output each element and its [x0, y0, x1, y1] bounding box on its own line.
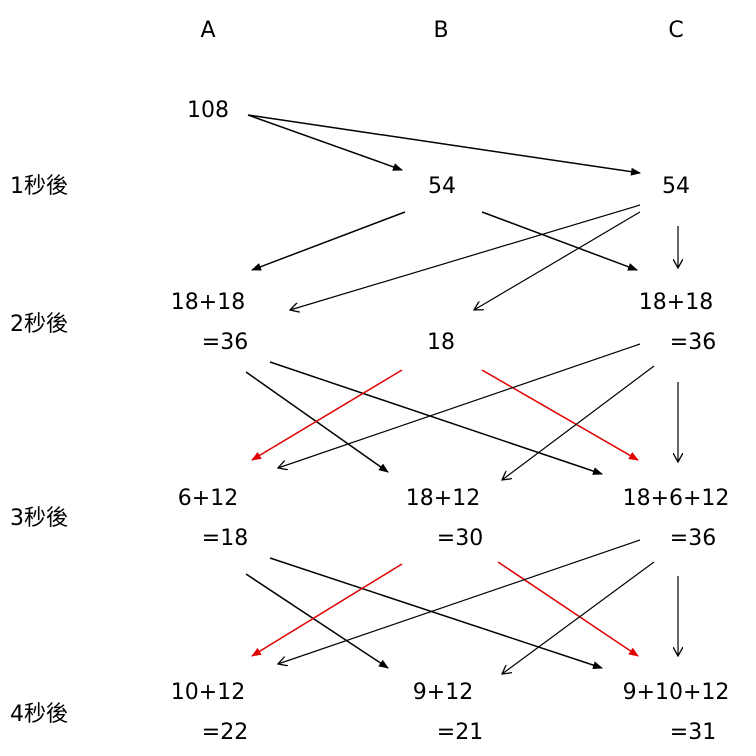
- arrow-b2-to-a3-red: [251, 369, 403, 461]
- arrow-c1-to-b2: [474, 211, 641, 310]
- node-start: 108: [187, 98, 229, 123]
- node-t3-c-result: =36: [669, 526, 717, 551]
- node-t3-c-expr: 18+6+12: [622, 486, 730, 511]
- row-label-3: 3秒後: [10, 506, 68, 531]
- node-t3-a-expr: 6+12: [177, 486, 239, 511]
- node-t2-c-result: =36: [669, 330, 717, 355]
- node-t4-c-result: =31: [669, 720, 717, 745]
- node-t1-b: 54: [428, 174, 456, 199]
- row-label-2: 2秒後: [10, 312, 68, 337]
- node-t2-a-expr: 18+18: [170, 290, 246, 315]
- node-t2-c-expr: 18+18: [638, 290, 714, 315]
- node-t4-b-result: =21: [436, 720, 484, 745]
- node-t2-a-result: =36: [201, 330, 249, 355]
- node-t4-c-expr: 9+10+12: [622, 680, 730, 705]
- column-header-b: B: [433, 18, 449, 43]
- arrow-c3-to-b4: [502, 561, 655, 674]
- arrow-b3-to-c4-red: [497, 561, 639, 657]
- arrow-b2-to-c3-red: [481, 369, 639, 461]
- arrow-a3-to-b4: [245, 573, 389, 669]
- row-label-1: 1秒後: [10, 174, 68, 199]
- arrow-a2-to-c3: [269, 361, 603, 475]
- arrow-start-to-c: [247, 114, 641, 176]
- row-label-4: 4秒後: [10, 702, 68, 727]
- column-header-c: C: [668, 18, 684, 43]
- node-t3-b-result: =30: [436, 526, 484, 551]
- arrow-c2-to-b3: [502, 365, 655, 480]
- node-t4-a-result: =22: [201, 720, 249, 745]
- arrow-b1-to-a2: [251, 211, 406, 271]
- arrow-c3-to-a4: [278, 539, 641, 664]
- column-header-a: A: [200, 18, 216, 43]
- arrow-c1-to-a2: [290, 204, 641, 310]
- arrow-a3-to-c4: [269, 557, 603, 669]
- node-t1-c: 54: [662, 174, 690, 199]
- node-t2-b: 18: [427, 330, 455, 355]
- arrow-b1-to-c2: [481, 211, 638, 271]
- node-t4-b-expr: 9+12: [412, 680, 474, 705]
- node-t3-b-expr: 18+12: [405, 486, 481, 511]
- arrow-a2-to-b3: [245, 371, 389, 473]
- arrow-c2-to-a3: [278, 343, 641, 468]
- arrow-start-to-b: [247, 114, 403, 171]
- node-t4-a-expr: 10+12: [170, 680, 246, 705]
- arrow-b3-to-a4-red: [251, 563, 403, 657]
- node-t3-a-result: =18: [201, 526, 249, 551]
